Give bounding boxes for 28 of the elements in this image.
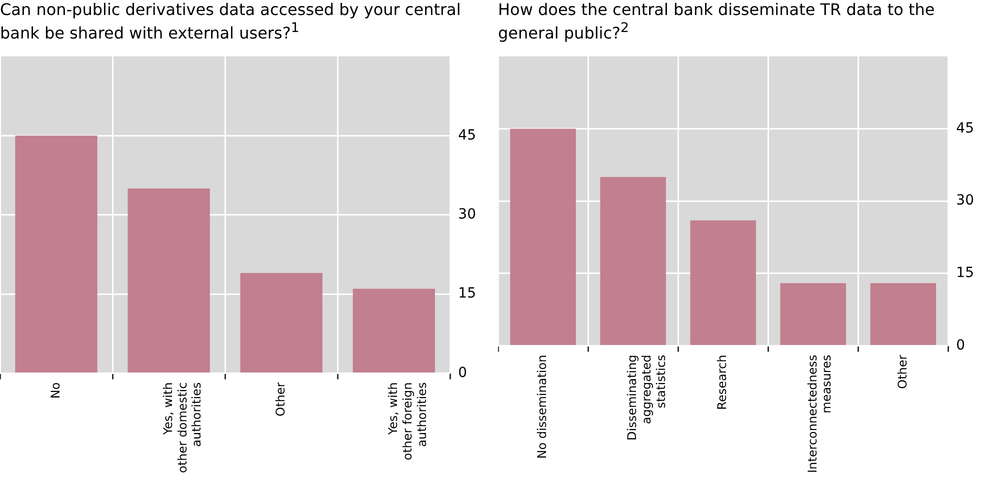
bar xyxy=(870,283,936,346)
y-tick-label: 45 xyxy=(458,127,476,144)
bar xyxy=(690,220,756,346)
bar xyxy=(780,283,846,346)
y-tick-label: 15 xyxy=(458,286,476,302)
bar xyxy=(510,128,576,346)
bar xyxy=(352,288,435,373)
x-tick-label: Research xyxy=(715,354,730,410)
x-tick-label: No xyxy=(48,382,62,399)
x-tick-label: Other xyxy=(895,354,910,389)
bar xyxy=(128,188,210,373)
y-tick-label: 15 xyxy=(956,265,974,282)
x-tick-label: Yes, with other domestic authorities xyxy=(160,382,204,473)
y-tick-label: 30 xyxy=(458,206,476,222)
chart-title: Can non-public derivatives data accessed by your central bank be shared with external users?$^{1}$ xyxy=(0,0,462,42)
y-tick-label: 0 xyxy=(458,364,468,381)
x-tick-label: Disseminating aggregated statistics xyxy=(625,354,668,440)
y-tick-label: 30 xyxy=(956,192,974,209)
bar xyxy=(15,136,98,373)
y-tick-label: 45 xyxy=(956,120,974,136)
chart-title: How does the central bank disseminate TR data to the general public?$^{2}$ xyxy=(498,0,936,42)
bar xyxy=(240,272,322,373)
y-tick-label: 0 xyxy=(956,337,966,354)
x-tick-label: No dissemination xyxy=(535,354,550,459)
x-tick-label: Yes, with other foreign authorities xyxy=(386,382,429,460)
x-tick-label: Interconnectedness measures xyxy=(805,354,834,474)
bar xyxy=(600,176,666,346)
x-tick-label: Other xyxy=(273,382,288,416)
